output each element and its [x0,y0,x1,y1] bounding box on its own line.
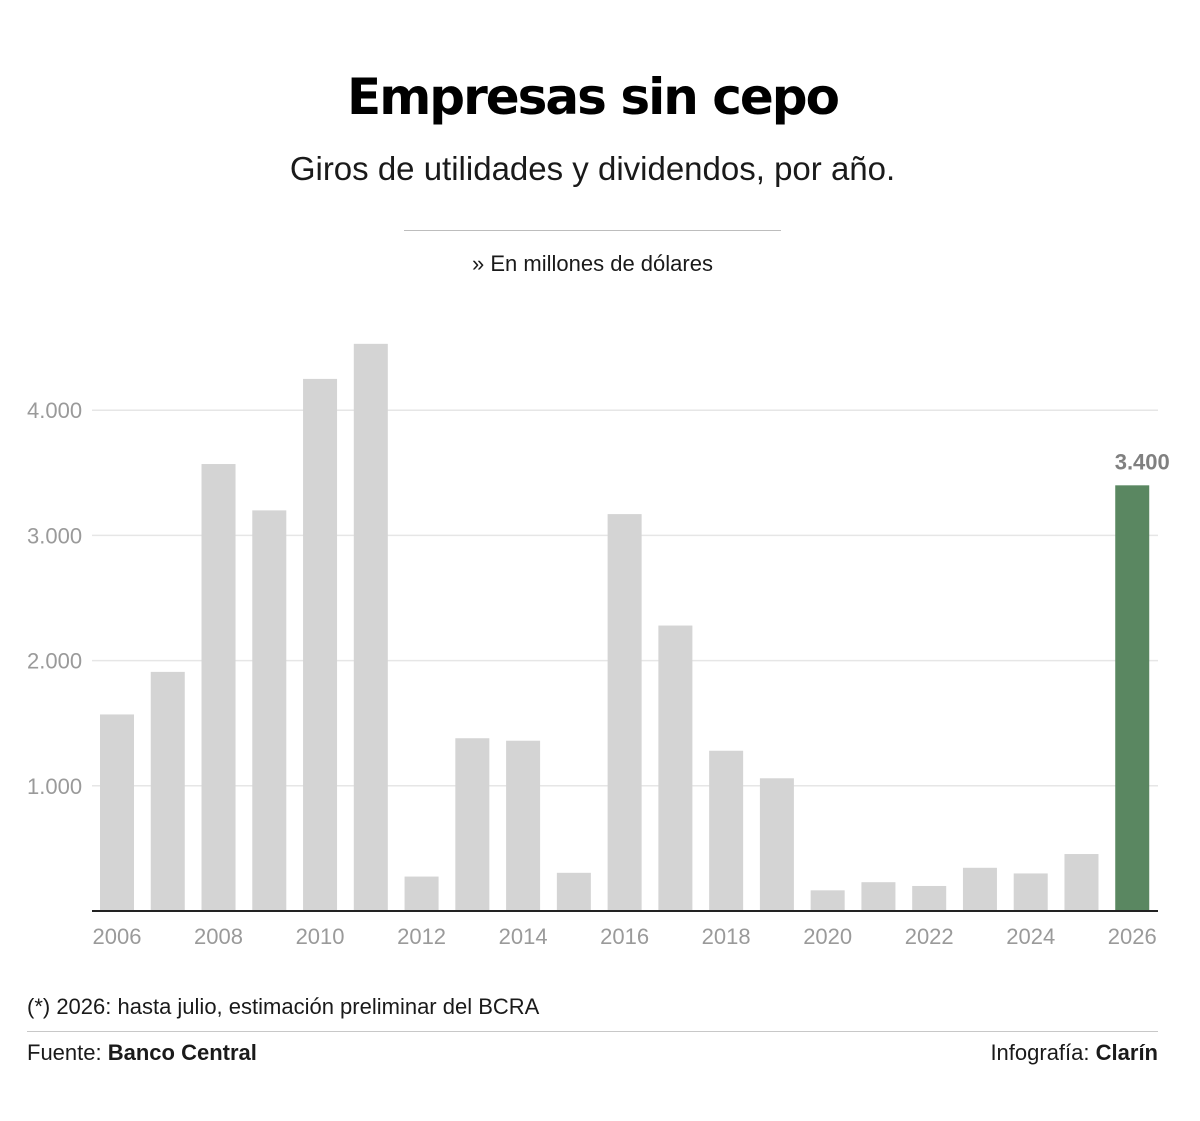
y-tick-label: 2.000 [27,649,82,674]
footnote: (*) 2026: hasta julio, estimación prelim… [27,994,540,1019]
source-line: Fuente: Banco Central [27,1040,257,1066]
bar-2013 [455,738,490,911]
header-divider [404,230,781,231]
bar-2018 [709,750,744,911]
bar-2024 [1013,873,1048,911]
bar-2022 [912,885,947,911]
credit-value: Clarín [1095,1040,1158,1065]
bar-2023 [962,867,997,911]
credit-label: Infografía: [990,1040,1090,1065]
bar-2010 [303,378,338,911]
bar-2011 [353,343,388,911]
bar-2008 [201,464,236,911]
bar-2026 [1115,485,1150,911]
x-tick-label: 2018 [702,924,751,949]
x-tick-label: 2024 [1006,924,1055,949]
data-label-2026: 3.400 [1115,449,1170,474]
y-tick-label: 1.000 [27,774,82,799]
x-tick-label: 2016 [600,924,649,949]
x-tick-label: 2020 [803,924,852,949]
credit-line: Infografía: Clarín [990,1040,1158,1066]
unit-note: » En millones de dólares [472,251,713,276]
bar-2025 [1064,854,1099,911]
bar-2009 [252,510,287,911]
chart-subtitle: Giros de utilidades y dividendos, por añ… [289,150,896,187]
bar-2020 [810,890,845,911]
bar-2016 [607,514,642,911]
x-tick-label: 2006 [93,924,142,949]
source-label: Fuente: [27,1040,102,1065]
footer-divider [27,1031,1158,1032]
bar-2006 [100,714,134,911]
bar-2019 [759,778,794,911]
x-tick-label: 2008 [194,924,243,949]
bar-2012 [404,876,439,911]
bar-2014 [506,740,541,911]
y-tick-label: 3.000 [27,523,82,548]
source-value: Banco Central [107,1040,257,1065]
x-tick-label: 2012 [397,924,446,949]
bar-2021 [861,882,896,911]
bar-2015 [556,872,591,911]
x-tick-label: 2014 [499,924,548,949]
y-tick-label: 4.000 [27,398,82,423]
bar-2017 [658,625,693,911]
x-tick-label: 2010 [296,924,345,949]
bar-2007 [150,671,185,911]
x-tick-label: 2022 [905,924,954,949]
x-tick-label: 2026 [1108,924,1157,949]
chart-title: Empresas sin cepo [347,68,840,126]
